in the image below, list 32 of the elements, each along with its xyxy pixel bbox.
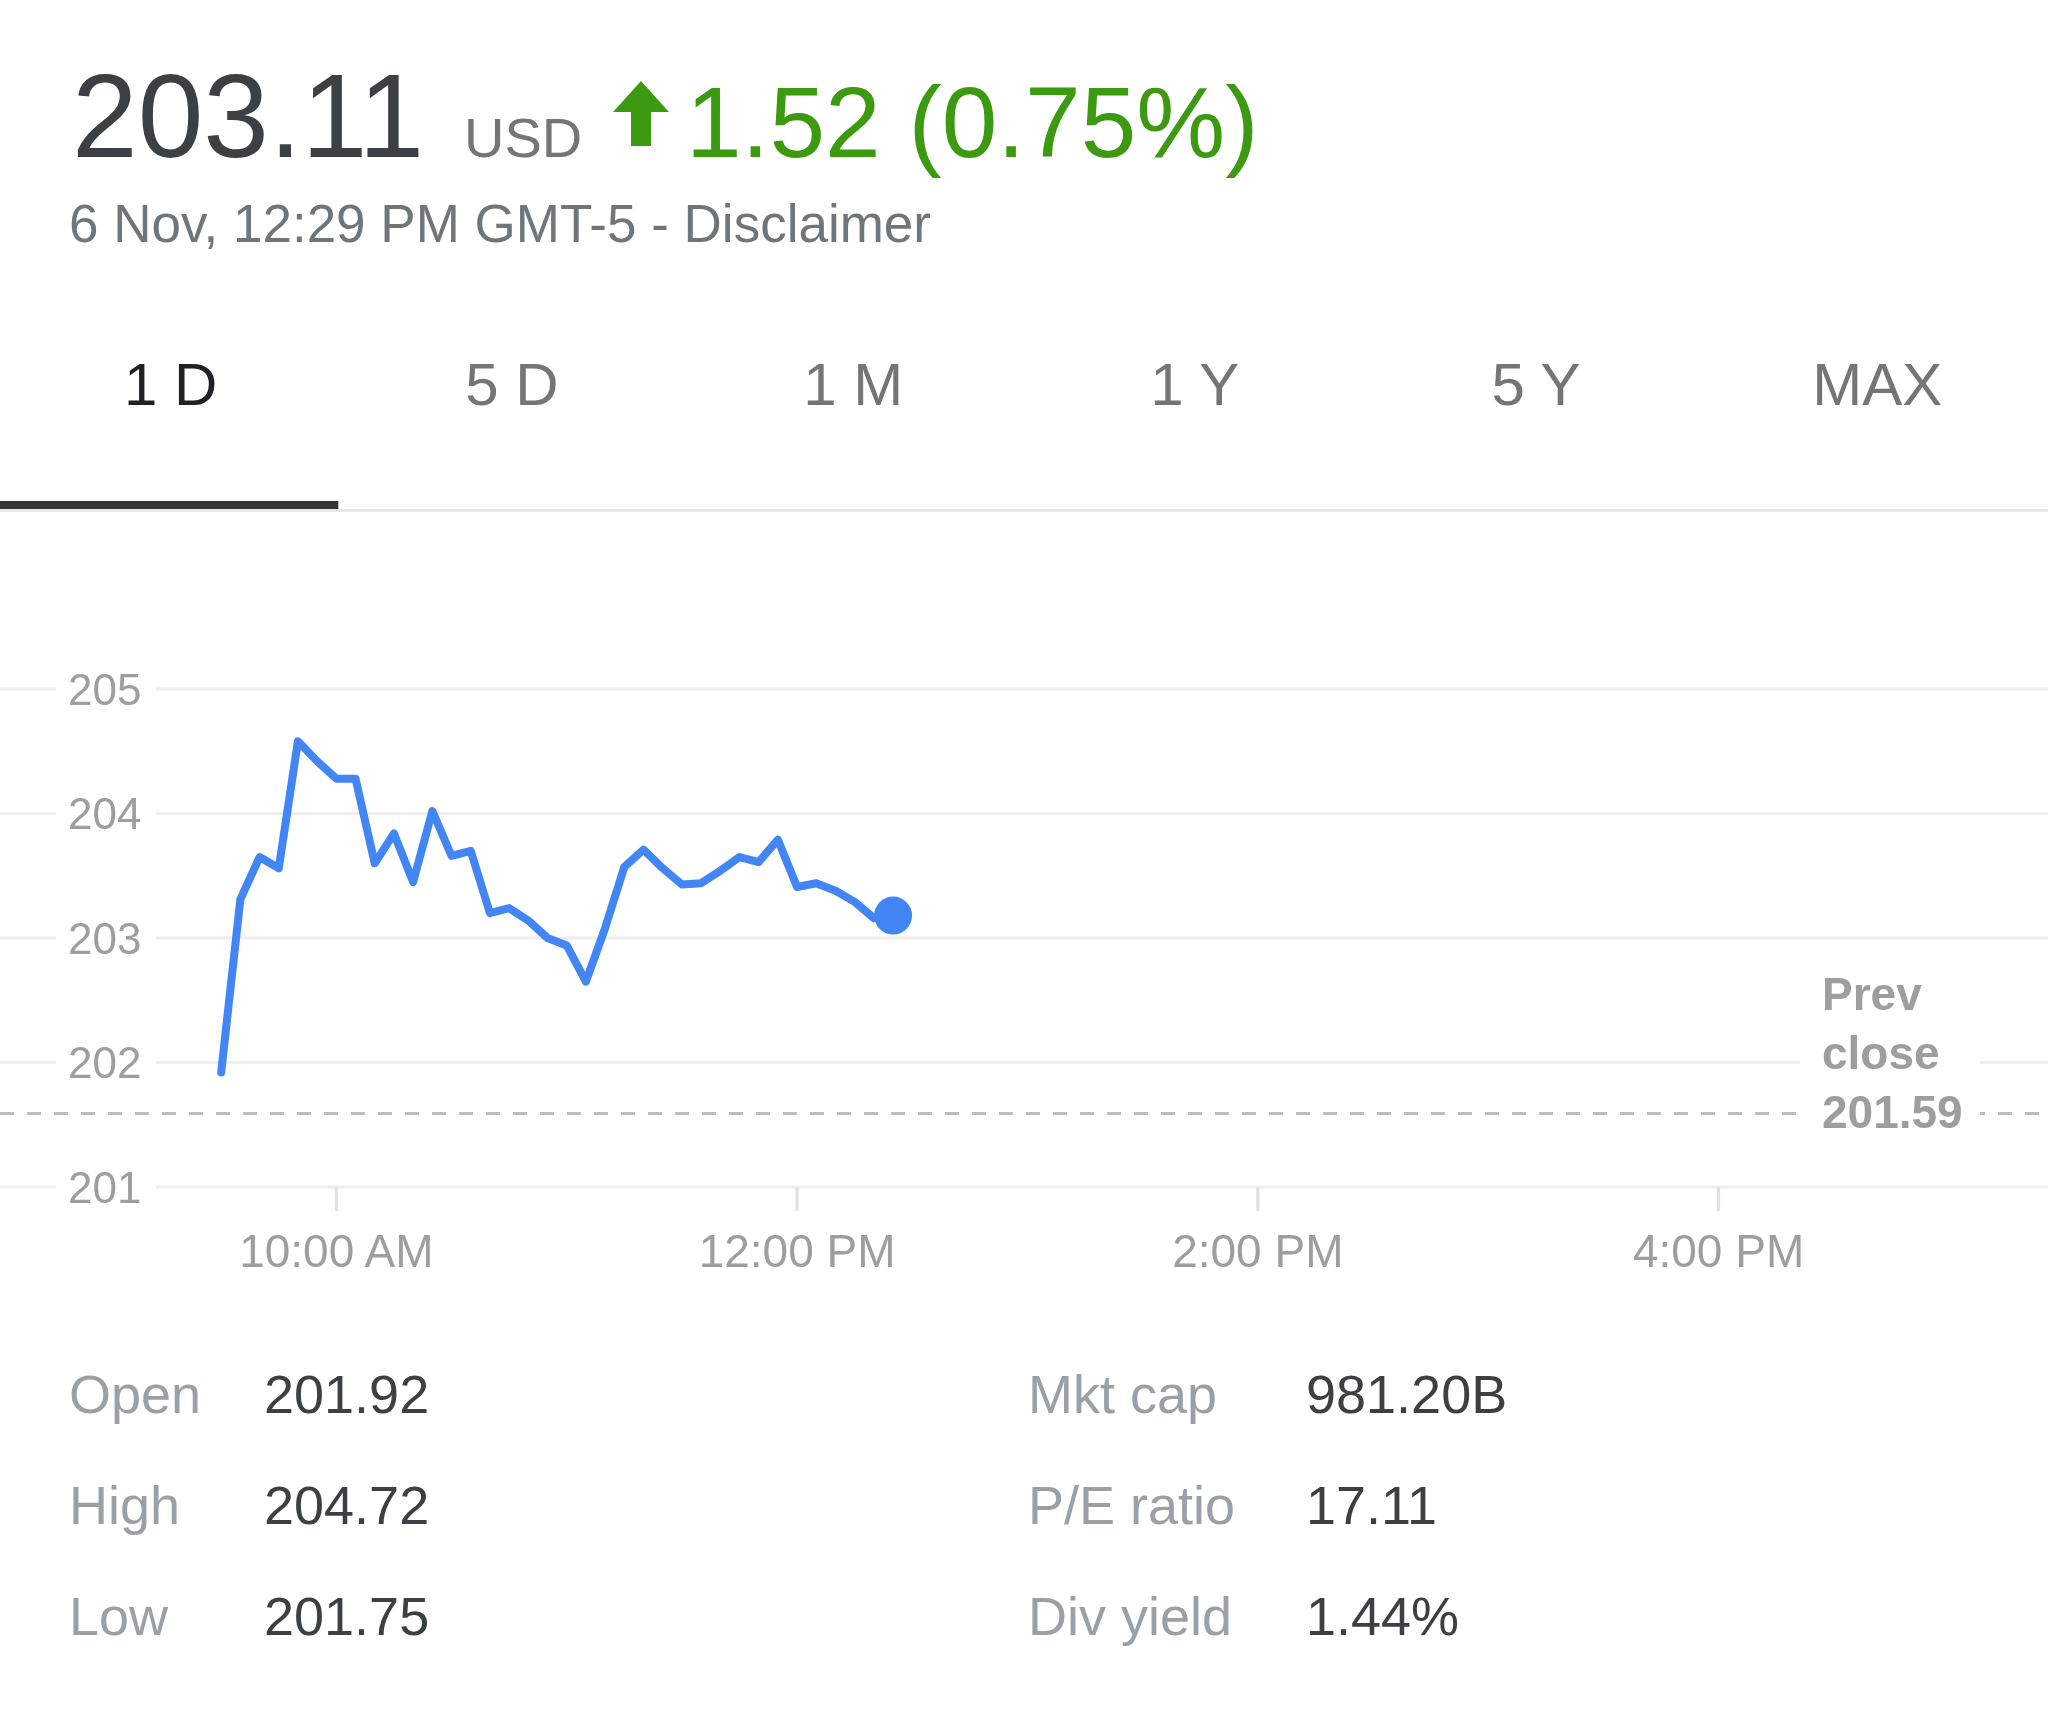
- text: Div yield: [1028, 1586, 1233, 1646]
- text: 201.75: [264, 1586, 430, 1646]
- text: Low: [69, 1586, 170, 1646]
- text: USD: [464, 106, 583, 169]
- text: High: [69, 1475, 181, 1535]
- y-tick-label: 205: [68, 664, 142, 714]
- chart-title: 203.11: [72, 50, 425, 182]
- ref-line-label: Prev close 201.59: [1822, 967, 1963, 1138]
- y-tick-label: 203: [68, 913, 142, 963]
- x-tick-label: 2:00 PM: [1172, 1225, 1344, 1277]
- text: 1.52 (0.75%): [686, 66, 1259, 178]
- x-tick-label: 10:00 AM: [239, 1225, 434, 1277]
- text: 5 Y: [1491, 351, 1581, 418]
- y-tick-label: 201: [68, 1162, 142, 1212]
- text: 1.44%: [1306, 1586, 1460, 1646]
- text: 1 Y: [1150, 351, 1240, 418]
- y-tick-label: 204: [68, 789, 142, 838]
- text: 5 D: [465, 351, 559, 418]
- text: Mkt cap: [1028, 1364, 1218, 1424]
- text: 1 M: [803, 351, 904, 418]
- chart-subtitle: 6 Nov, 12:29 PM GMT-5 - Disclaimer: [69, 194, 931, 253]
- text: Open: [69, 1364, 202, 1424]
- text: 17.11: [1306, 1475, 1438, 1535]
- x-tick-label: 4:00 PM: [1632, 1225, 1805, 1277]
- text: 204.72: [264, 1475, 430, 1535]
- text: 201.92: [264, 1364, 430, 1424]
- text: MAX: [1812, 351, 1943, 418]
- text: P/E ratio: [1028, 1475, 1236, 1535]
- text: 981.20B: [1306, 1364, 1508, 1424]
- y-tick-label: 202: [68, 1038, 142, 1087]
- x-tick-label: 12:00 PM: [698, 1225, 896, 1277]
- text: 1 D: [123, 351, 218, 418]
